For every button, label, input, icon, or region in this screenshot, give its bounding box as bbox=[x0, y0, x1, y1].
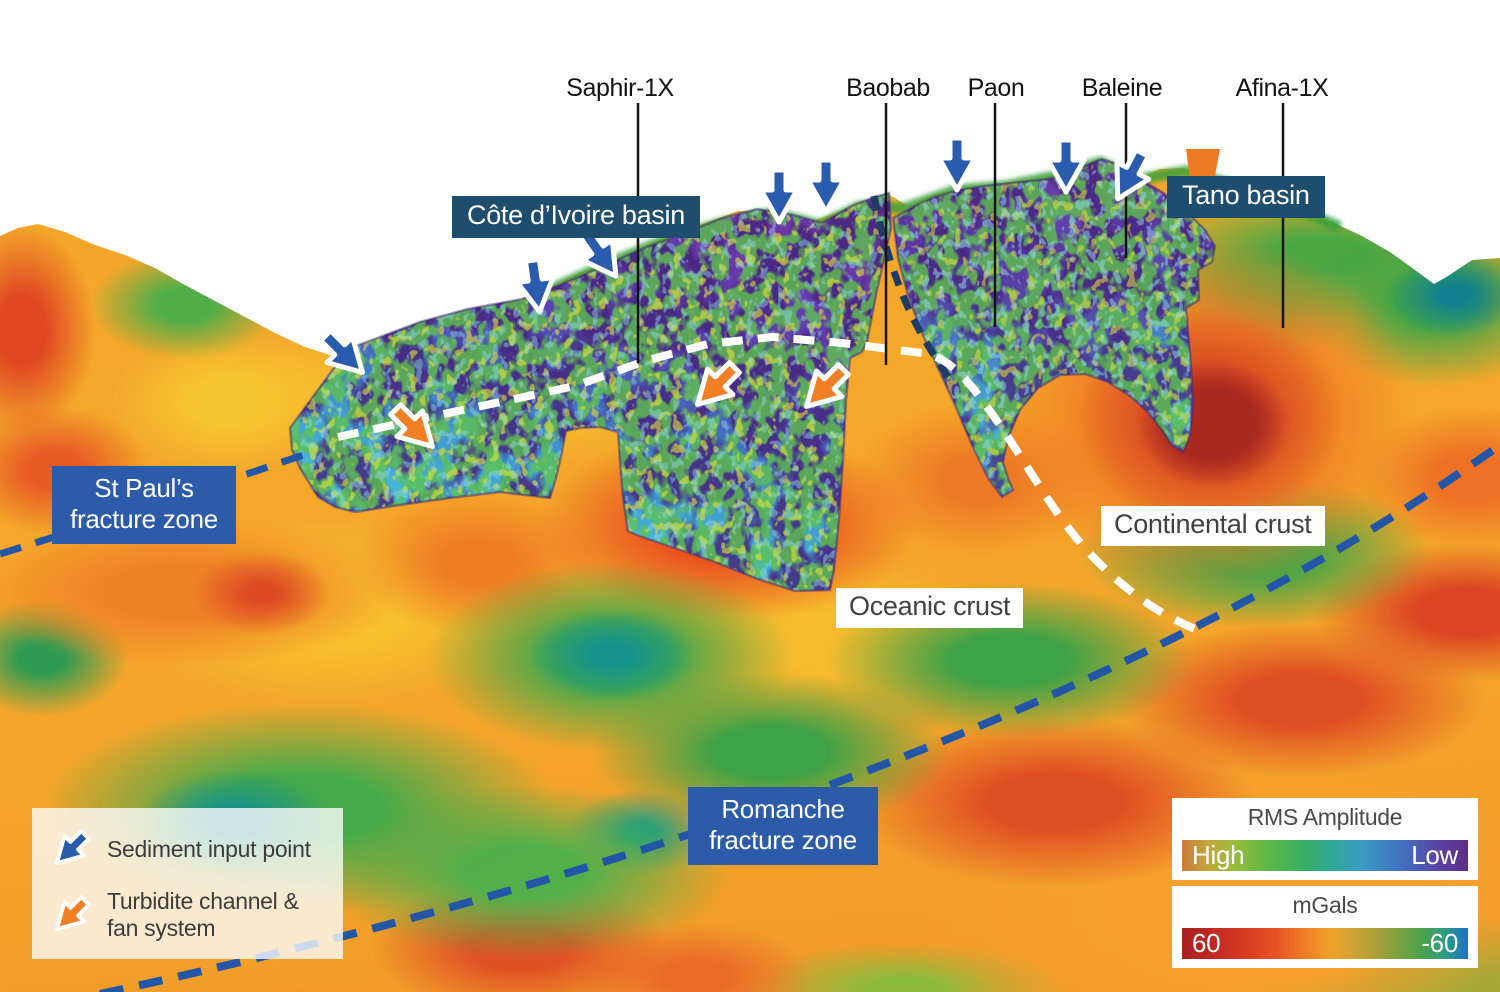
rms-high-label: High bbox=[1192, 840, 1245, 870]
rift-boundary-line bbox=[870, 195, 953, 382]
rms-amplitude-title: RMS Amplitude bbox=[1247, 804, 1403, 830]
mgals-min-label: -60 bbox=[1421, 928, 1458, 958]
st-pauls-fracture-zone-label: St Paul’s fracture zone bbox=[52, 466, 236, 545]
mgals-title: mGals bbox=[1292, 892, 1358, 918]
rms-amplitude-colorbar: High Low bbox=[1182, 840, 1468, 871]
oceanic-crust-label: Oceanic crust bbox=[836, 588, 1024, 628]
well-label-baobab: Baobab bbox=[846, 74, 930, 102]
legend-label-sediment: Sediment input point bbox=[107, 835, 311, 862]
mgals-legend-panel: mGals 60 -60 bbox=[1172, 886, 1478, 968]
continental-crust-label: Continental crust bbox=[1101, 506, 1325, 546]
tano-basin-label: Tano basin bbox=[1167, 176, 1325, 218]
turbidite-arrow-icon bbox=[54, 894, 91, 931]
well-label-afina: Afina-1X bbox=[1235, 74, 1329, 102]
romanche-fracture-zone-label: Romanche fracture zone bbox=[688, 787, 878, 866]
well-label-baleine: Baleine bbox=[1081, 74, 1163, 102]
mgals-max-label: 60 bbox=[1192, 928, 1221, 958]
coastline-nodata-region bbox=[0, 0, 1500, 364]
mgals-colorbar: 60 -60 bbox=[1182, 928, 1468, 959]
sediment-input-arrow-icon bbox=[54, 829, 91, 866]
legend-row-sediment: Sediment input point bbox=[42, 826, 333, 872]
rms-low-label: Low bbox=[1411, 840, 1458, 870]
legend-label-turbidite: Turbidite channel & fan system bbox=[107, 888, 299, 941]
orange-map-fragment bbox=[1186, 149, 1220, 181]
symbol-legend-panel: Sediment input point Turbidite channel &… bbox=[32, 808, 343, 959]
rms-amplitude-legend-panel: RMS Amplitude High Low bbox=[1172, 798, 1478, 880]
legend-row-turbidite: Turbidite channel & fan system bbox=[42, 888, 333, 941]
well-label-saphir: Saphir-1X bbox=[566, 74, 674, 102]
cote-divoire-basin-label: Côte d’Ivoire basin bbox=[452, 196, 700, 238]
well-label-paon: Paon bbox=[967, 74, 1025, 102]
